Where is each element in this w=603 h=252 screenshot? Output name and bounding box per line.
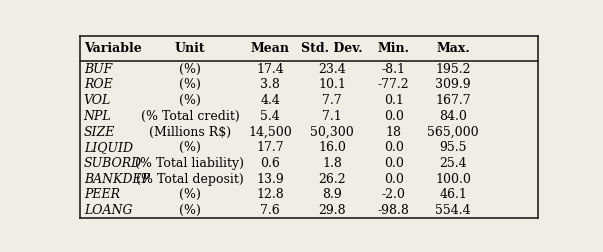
Text: 167.7: 167.7 <box>435 94 471 107</box>
Text: (% Total liability): (% Total liability) <box>136 157 244 170</box>
Text: 0.0: 0.0 <box>384 110 403 123</box>
Text: 195.2: 195.2 <box>435 63 471 76</box>
Text: 565,000: 565,000 <box>428 125 479 139</box>
Text: 95.5: 95.5 <box>440 141 467 154</box>
Text: 84.0: 84.0 <box>440 110 467 123</box>
Text: LIQUID: LIQUID <box>84 141 133 154</box>
Text: SIZE: SIZE <box>84 125 115 139</box>
Text: 10.1: 10.1 <box>318 78 346 91</box>
Text: LOANG: LOANG <box>84 204 132 217</box>
Text: 26.2: 26.2 <box>318 173 346 186</box>
Text: 0.0: 0.0 <box>384 141 403 154</box>
Text: -2.0: -2.0 <box>382 188 406 201</box>
Text: Std. Dev.: Std. Dev. <box>301 42 363 55</box>
Text: 0.0: 0.0 <box>384 157 403 170</box>
Text: (%): (%) <box>179 141 201 154</box>
Text: 13.9: 13.9 <box>256 173 284 186</box>
Text: 7.7: 7.7 <box>322 94 342 107</box>
Text: 7.6: 7.6 <box>260 204 280 217</box>
Text: Max.: Max. <box>437 42 470 55</box>
Text: 0.0: 0.0 <box>384 173 403 186</box>
Text: BANKDEP: BANKDEP <box>84 173 150 186</box>
Text: 25.4: 25.4 <box>440 157 467 170</box>
Text: 5.4: 5.4 <box>260 110 280 123</box>
Text: BUF: BUF <box>84 63 112 76</box>
Text: 50,300: 50,300 <box>310 125 354 139</box>
Text: PEER: PEER <box>84 188 120 201</box>
Text: 0.6: 0.6 <box>260 157 280 170</box>
Text: 17.7: 17.7 <box>256 141 284 154</box>
Text: 0.1: 0.1 <box>384 94 403 107</box>
Text: (% Total credit): (% Total credit) <box>140 110 239 123</box>
Text: (%): (%) <box>179 188 201 201</box>
Text: 4.4: 4.4 <box>260 94 280 107</box>
Text: 100.0: 100.0 <box>435 173 471 186</box>
Text: 1.8: 1.8 <box>322 157 342 170</box>
Text: (%): (%) <box>179 78 201 91</box>
Text: (%): (%) <box>179 94 201 107</box>
Text: Variable: Variable <box>84 42 142 55</box>
Text: (%): (%) <box>179 204 201 217</box>
Text: (Millions R$): (Millions R$) <box>149 125 231 139</box>
Text: 14,500: 14,500 <box>248 125 292 139</box>
Text: NPL: NPL <box>84 110 112 123</box>
Text: 8.9: 8.9 <box>322 188 342 201</box>
Text: 23.4: 23.4 <box>318 63 346 76</box>
Text: (% Total deposit): (% Total deposit) <box>136 173 244 186</box>
Text: 46.1: 46.1 <box>440 188 467 201</box>
Text: Unit: Unit <box>175 42 205 55</box>
Text: (%): (%) <box>179 63 201 76</box>
Text: 12.8: 12.8 <box>256 188 284 201</box>
Text: -8.1: -8.1 <box>382 63 406 76</box>
Text: Min.: Min. <box>377 42 410 55</box>
Text: -77.2: -77.2 <box>378 78 409 91</box>
Text: 18: 18 <box>386 125 402 139</box>
Text: Mean: Mean <box>251 42 289 55</box>
Text: 7.1: 7.1 <box>322 110 342 123</box>
Text: 17.4: 17.4 <box>256 63 284 76</box>
Text: 3.8: 3.8 <box>260 78 280 91</box>
Text: ROE: ROE <box>84 78 113 91</box>
Text: SUBORD: SUBORD <box>84 157 142 170</box>
Text: 29.8: 29.8 <box>318 204 346 217</box>
Text: 554.4: 554.4 <box>435 204 471 217</box>
Text: VOL: VOL <box>84 94 111 107</box>
Text: -98.8: -98.8 <box>378 204 409 217</box>
Text: 309.9: 309.9 <box>435 78 471 91</box>
Text: 16.0: 16.0 <box>318 141 346 154</box>
